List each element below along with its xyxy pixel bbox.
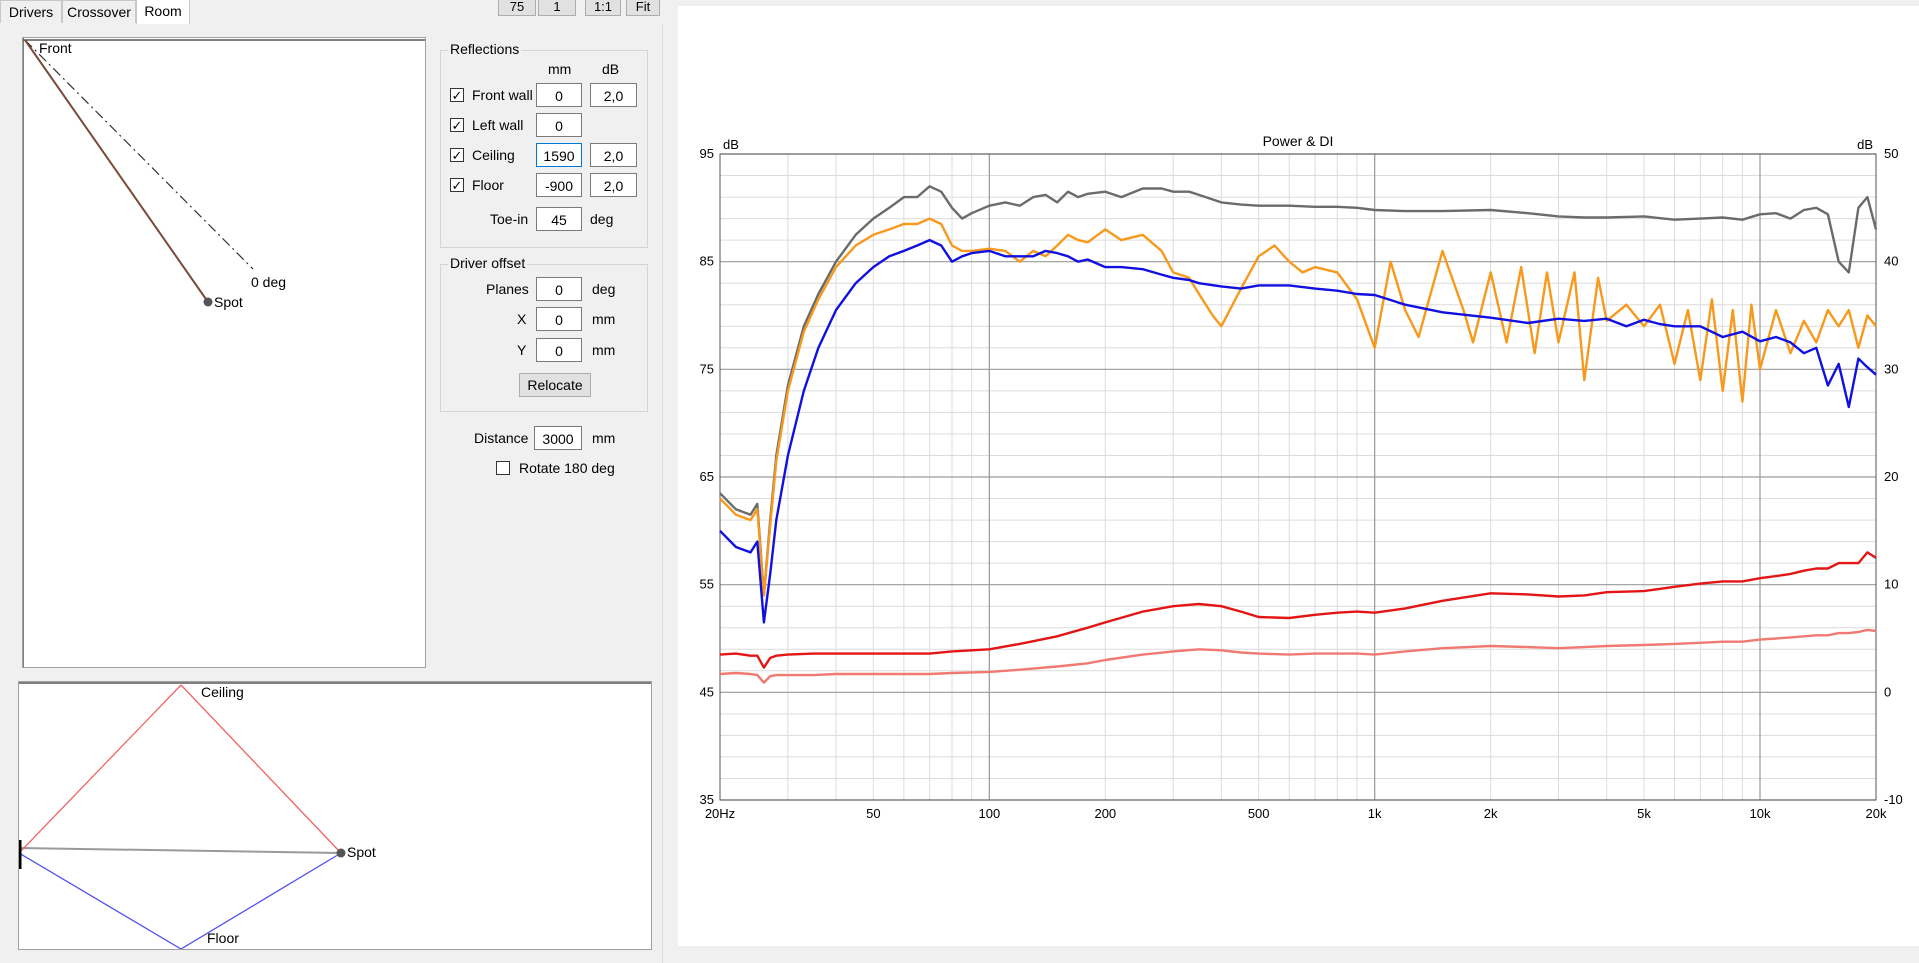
x-tick-label: 20Hz [705,806,735,821]
ceiling-checkbox[interactable]: ✓ [450,148,464,163]
ceiling-row-label: Ceiling [472,147,515,163]
ceiling-mm-field[interactable]: 1590 [536,143,582,167]
floor-label: Floor [207,930,239,946]
left-wall-checkbox[interactable]: ✓ [450,118,464,133]
y-right-tick-label: 30 [1884,361,1898,376]
col-mm-header: mm [548,61,572,77]
x-tick-label: 5k [1637,806,1651,821]
power-di-chart-panel[interactable]: 20Hz 50 100 200 500 1k 2k 5k 10k 20k 35 45 55 65 75 85 9… [678,6,1919,946]
y-left-tick-label: 85 [700,254,714,269]
y-offset-unit: mm [592,342,616,358]
y-axis-right-label: dB [1857,137,1873,152]
x-tick-label: 50 [866,806,880,821]
front-label: Front [39,40,72,56]
front-wall-label: Front wall [472,87,533,103]
rotate-label: Rotate 180 deg [519,460,615,476]
distance-unit: mm [592,430,616,446]
zoom-fit-button[interactable]: Fit [626,0,660,16]
series-line-4 [719,628,1877,684]
tab-room-label: Room [144,3,182,19]
y-left-tick-label: 65 [700,469,714,484]
series-line-0 [719,185,1878,597]
tab-room[interactable]: Room [136,0,190,24]
y-offset-label: Y [517,342,527,358]
y-left-tick-label: 95 [700,146,714,161]
left-wall-label: Left wall [472,117,524,133]
zero-deg-label: 0 deg [251,274,287,290]
y-right-tick-label: 10 [1884,577,1898,592]
tab-drivers[interactable]: Drivers [0,0,62,23]
x-tick-label: 100 [978,806,1000,821]
tab-crossover[interactable]: Crossover [62,0,136,23]
ceiling-label: Ceiling [201,684,244,700]
left-wall-mm-field[interactable]: 0 [536,113,582,137]
plot-frame [719,153,1877,801]
side-spot-label: Spot [347,844,376,860]
y-right-tick-label: 20 [1884,469,1898,484]
x-tick-label: 1k [1368,806,1382,821]
y-right-tick-label: 0 [1884,684,1891,699]
power-di-chart: 20Hz 50 100 200 500 1k 2k 5k 10k 20k3545556575859… [700,133,1903,821]
reflections-title: Reflections [448,41,522,57]
front-wall-mm-field[interactable]: 0 [536,83,582,107]
rotate-checkbox[interactable] [496,461,510,475]
x-tick-label: 200 [1094,806,1116,821]
x-tick-label: 500 [1248,806,1270,821]
y-right-tick-label: 50 [1884,146,1898,161]
floor-mm-field[interactable]: -900 [536,173,582,197]
top-view-canvas [23,38,425,667]
series-line-3 [719,551,1877,669]
zoom-1-1-button[interactable]: 1:1 [585,0,621,16]
series-line-2 [719,238,1877,624]
toe-in-unit: deg [590,211,614,227]
top-spot-label: Spot [214,294,243,310]
x-tick-label: 10k [1750,806,1771,821]
y-left-tick-label: 45 [700,684,714,699]
x-tick-label: 2k [1484,806,1498,821]
floor-checkbox[interactable]: ✓ [450,178,464,193]
front-wall-checkbox[interactable]: ✓ [450,88,464,103]
planes-field[interactable]: 0 [536,277,582,301]
driver-offset-group [440,264,648,412]
planes-label: Planes [486,281,529,297]
toe-in-field[interactable]: 45 [536,207,582,231]
y-offset-field[interactable]: 0 [536,338,582,362]
side-view[interactable]: Ceiling Floor Spot [18,681,652,950]
ceiling-db-field[interactable]: 2,0 [590,143,637,167]
distance-label: Distance [474,430,529,446]
top-view[interactable]: Front 0 deg Spot [22,37,426,668]
x-tick-label: 20k [1866,806,1887,821]
driver-offset-title: Driver offset [448,255,528,271]
reflections-group [440,50,648,248]
chart-title: Power & DI [1263,133,1334,149]
zoom-75-button[interactable]: 75 [498,0,536,16]
toe-in-label: Toe-in [490,211,529,227]
front-wall-db-field[interactable]: 2,0 [590,83,637,107]
x-offset-unit: mm [592,311,616,327]
top-spot-marker [203,297,213,307]
y-axis-left-label: dB [723,137,739,152]
distance-field[interactable]: 3000 [534,426,582,450]
floor-row-label: Floor [472,177,504,193]
series-line-1 [719,217,1877,597]
relocate-button[interactable]: Relocate [519,373,591,397]
y-left-tick-label: 75 [700,361,714,376]
x-offset-field[interactable]: 0 [536,307,582,331]
y-right-tick-label: -10 [1884,792,1903,807]
side-view-canvas [19,682,651,949]
side-spot-marker [336,848,346,858]
x-offset-label: X [517,311,527,327]
zoom-1-button[interactable]: 1 [538,0,576,16]
y-left-tick-label: 55 [700,577,714,592]
floor-db-field[interactable]: 2,0 [590,173,637,197]
y-left-tick-label: 35 [700,792,714,807]
col-db-header: dB [602,61,620,77]
tab-drivers-label: Drivers [8,4,54,20]
y-right-tick-label: 40 [1884,254,1898,269]
planes-unit: deg [592,281,616,297]
tab-crossover-label: Crossover [67,4,131,20]
